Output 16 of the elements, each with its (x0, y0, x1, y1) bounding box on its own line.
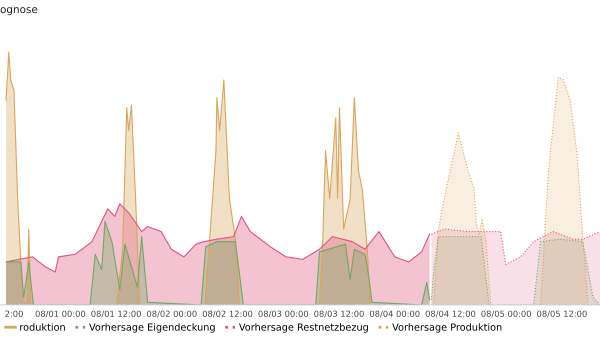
legend-label: roduktion (20, 323, 65, 331)
x-tick-label: 08/01 00:00 (36, 310, 86, 318)
legend-label: Vorhersage Produktion (392, 323, 502, 333)
x-tick-label: 08/02 12:00 (202, 310, 252, 318)
x-tick-label: 08/04 12:00 (426, 310, 476, 318)
x-tick-label: 08/03 12:00 (314, 310, 364, 318)
x-tick-label: 2:00 (5, 310, 23, 317)
legend-label: Vorhersage Restnetzbezug (238, 323, 368, 333)
chart-title: ognose (0, 7, 38, 16)
x-tick-label: 08/04 00:00 (370, 310, 420, 318)
legend-label: Vorhersage Eigendeckung (89, 323, 215, 333)
x-tick-label: 08/03 00:00 (258, 310, 308, 318)
x-tick-label: 08/05 12:00 (537, 310, 587, 318)
x-tick-label: 08/05 00:00 (481, 310, 531, 318)
x-tick-label: 08/02 00:00 (147, 310, 197, 318)
x-tick-label: 08/01 12:00 (91, 310, 141, 318)
